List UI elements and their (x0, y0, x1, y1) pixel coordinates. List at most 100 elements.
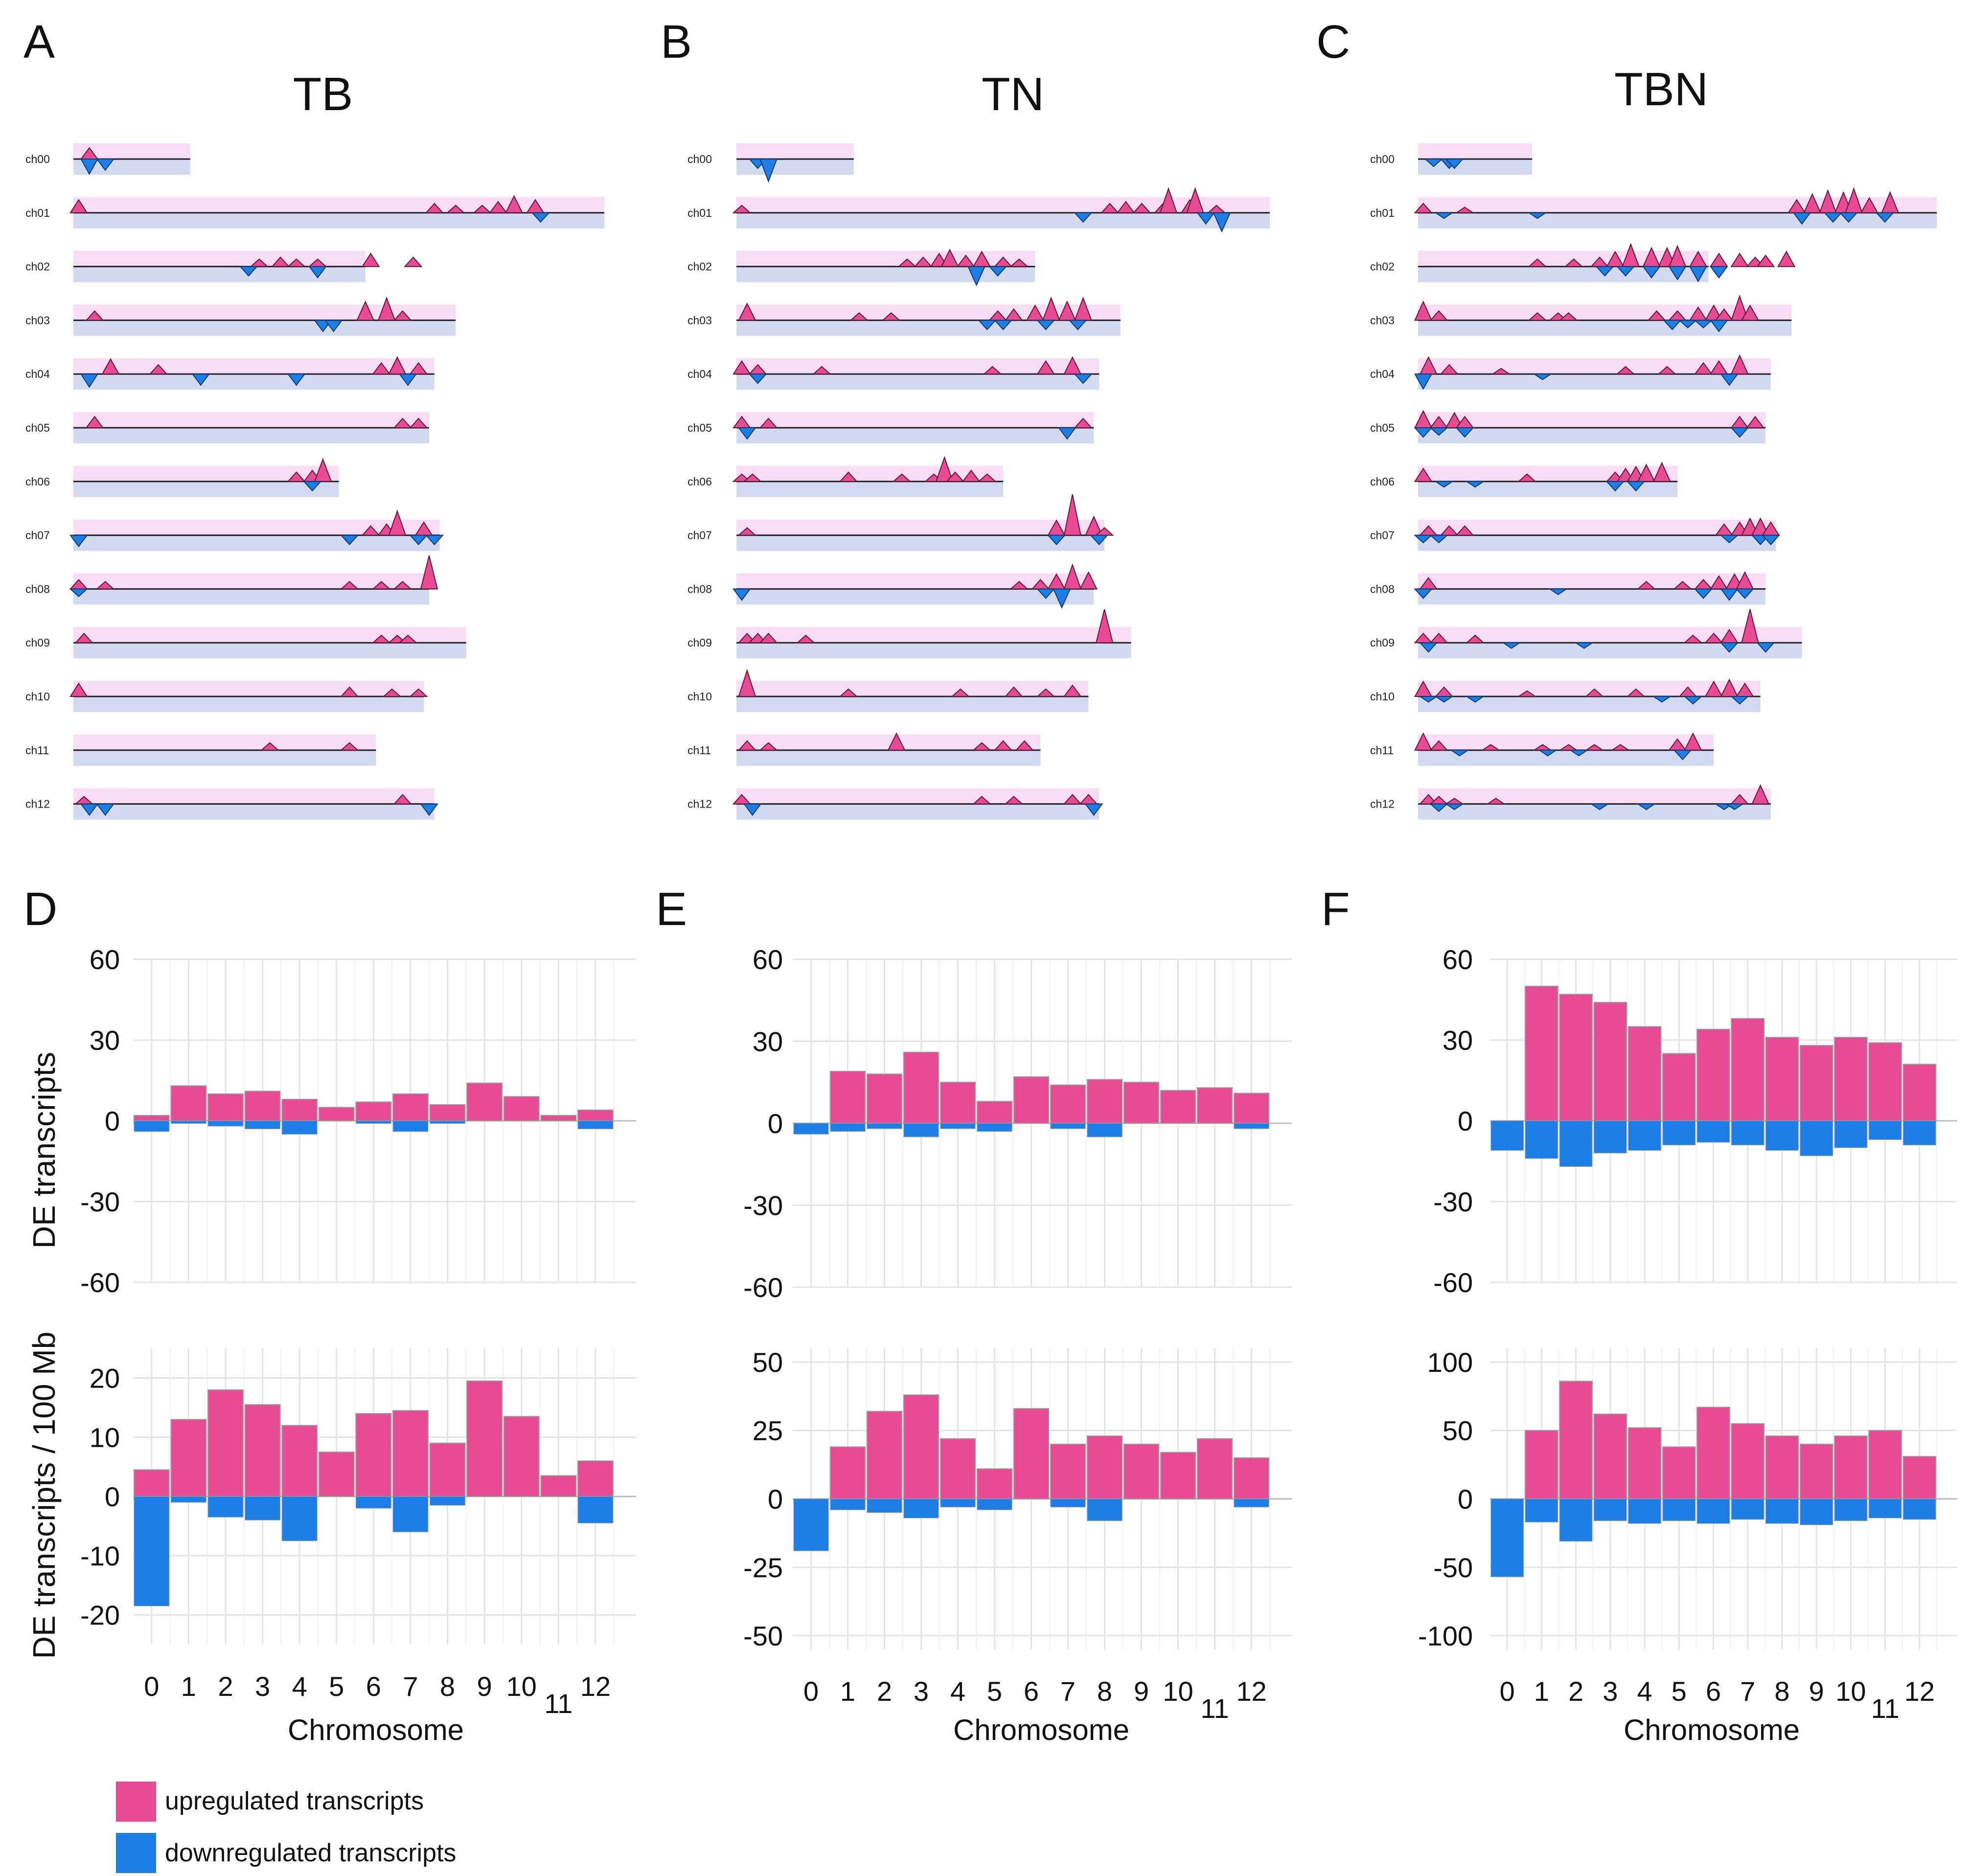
chromosome-band-up (1418, 788, 1771, 804)
peak-down (1694, 588, 1713, 599)
peak-up (940, 249, 959, 267)
y-tick-label: -10 (80, 1541, 120, 1572)
peak-up (743, 473, 762, 482)
x-tick-label: 1 (840, 1676, 855, 1707)
peak-up (69, 199, 88, 213)
peak-up (101, 358, 120, 375)
bar-up (1196, 1438, 1233, 1500)
peak-up (361, 253, 380, 267)
bar-down (903, 1499, 939, 1519)
peak-up (1414, 300, 1433, 321)
chromosome-band-up (736, 681, 1089, 696)
x-tick-label: 0 (1500, 1676, 1515, 1707)
peak-up (1709, 360, 1728, 375)
peak-up (977, 473, 997, 482)
peak-up (1100, 203, 1120, 213)
bar-down (867, 1499, 902, 1513)
chromosome-label: ch09 (25, 636, 50, 649)
peak-down (1823, 212, 1843, 223)
x-tick-label: 2 (218, 1671, 233, 1702)
bar-down (1525, 1499, 1559, 1523)
peak-up (972, 742, 992, 751)
chromosome-band-down (736, 428, 1094, 443)
y-tick-label: 0 (768, 1108, 783, 1139)
bar-up (318, 1107, 355, 1121)
peak-down (1651, 696, 1672, 703)
peak-up (1429, 632, 1448, 644)
peak-up (504, 195, 524, 213)
bar-up (1628, 1427, 1662, 1500)
chromosome-label: ch00 (1370, 153, 1395, 165)
peak-up (377, 296, 396, 321)
legend: upregulated transcripts downregulated tr… (116, 1782, 456, 1873)
peak-up (1652, 462, 1671, 482)
panel-title-tbn: TBN (1614, 63, 1708, 116)
bar-down (170, 1120, 206, 1124)
bar-up (1662, 1446, 1696, 1500)
peak-up (1132, 203, 1151, 213)
peak-up (962, 469, 981, 482)
y-tick-label: -25 (743, 1552, 783, 1583)
peak-up (314, 458, 332, 482)
chromosome-band-down (1418, 535, 1776, 551)
peak-up (758, 742, 779, 751)
peak-down (1036, 588, 1055, 599)
peak-up (892, 473, 912, 482)
bar-down (1766, 1499, 1799, 1524)
peak-down (1445, 159, 1464, 169)
peak-down (80, 159, 99, 175)
chromosome-band-down (1418, 696, 1761, 712)
peak-up (759, 417, 778, 428)
chromosome-tracks-tbn: ch00 ch01 ch02 ch03 ch04 ch05 ch06 ch07 ch08 ch09… (1370, 143, 1937, 820)
bar-up (1524, 1430, 1559, 1500)
bar-up (1123, 1082, 1160, 1124)
peak-up (69, 682, 88, 697)
bar-down (577, 1120, 614, 1129)
bar-up (903, 1394, 940, 1500)
bar-up (1731, 1423, 1765, 1500)
peak-down (1424, 159, 1444, 167)
peak-up (388, 356, 407, 375)
y-tick-label: -20 (80, 1600, 120, 1631)
peak-down (409, 534, 428, 546)
y-axis-title-density: DE transcripts / 100 Mb (26, 1332, 62, 1659)
peak-down (287, 373, 306, 386)
x-tick-label: 12 (1236, 1676, 1266, 1707)
chromosome-band-down (736, 481, 1003, 497)
peak-down (978, 320, 997, 330)
bar-down (903, 1123, 939, 1137)
peak-up (361, 525, 380, 536)
chromosome-label: ch08 (1370, 582, 1395, 595)
peak-down (748, 373, 767, 384)
bar-down (830, 1499, 866, 1510)
chromosome-label: ch04 (25, 368, 50, 380)
peak-up (759, 632, 778, 644)
chromosome-label: ch02 (688, 260, 712, 273)
bar-down (245, 1496, 280, 1521)
peak-down (1626, 481, 1646, 492)
peak-up (1741, 304, 1760, 321)
peak-up (1683, 634, 1703, 644)
chromosome-band-up (1418, 627, 1802, 643)
bar-up (976, 1101, 1013, 1124)
bar-up (1799, 1045, 1834, 1121)
peak-up (1440, 525, 1459, 536)
bar-down (1525, 1120, 1559, 1159)
chromosome-label: ch02 (1370, 260, 1395, 273)
peak-down (1053, 588, 1071, 609)
peak-up (1756, 255, 1775, 267)
x-tick-label: 3 (914, 1676, 929, 1707)
chromosome-band-down (73, 428, 429, 443)
peak-down (1036, 320, 1055, 330)
peak-down (239, 266, 258, 277)
peak-up (1709, 575, 1728, 590)
y-tick-label: -60 (1433, 1267, 1473, 1298)
chromosome-band-down (73, 374, 435, 390)
peak-up (1673, 580, 1693, 590)
chromosome-band-down (736, 643, 1131, 659)
chromosome-label: ch10 (688, 690, 712, 703)
bar-down (170, 1496, 206, 1503)
bar-up (577, 1460, 614, 1497)
x-tick-label: 10 (1163, 1676, 1193, 1707)
chromosome-band-down (1418, 266, 1709, 282)
